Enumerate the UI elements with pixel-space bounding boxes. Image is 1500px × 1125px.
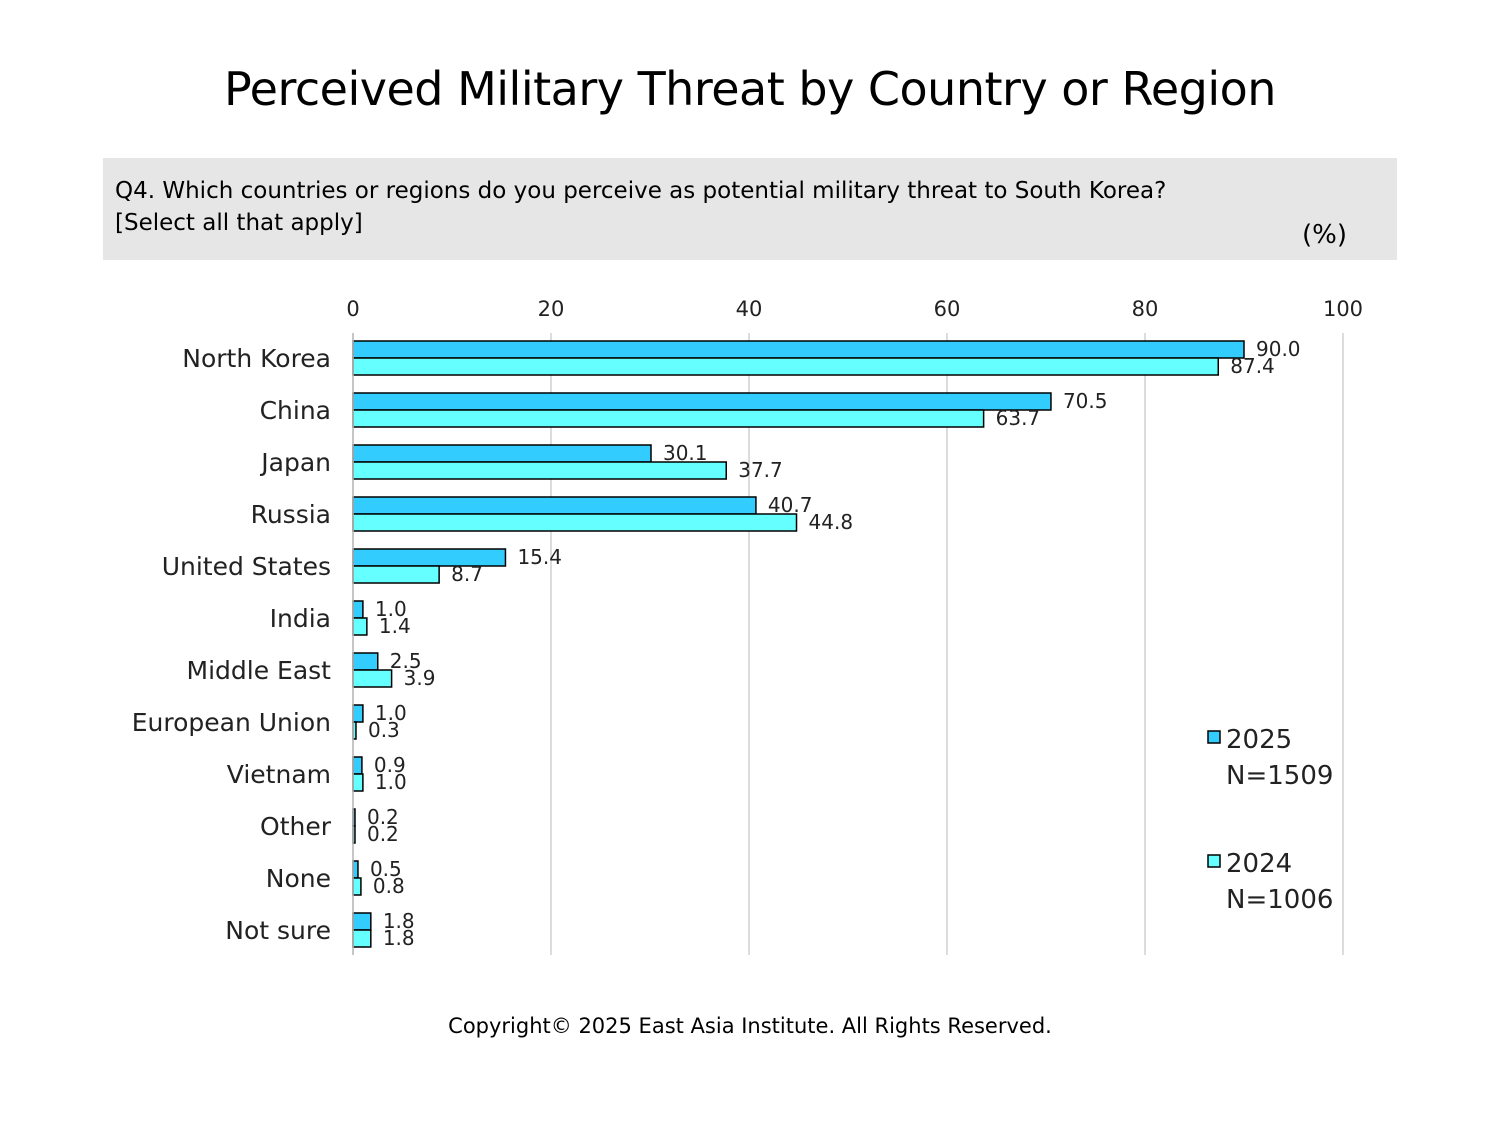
data-label: 1.0 xyxy=(375,701,407,725)
copyright-notice: Copyright© 2025 East Asia Institute. All… xyxy=(448,1014,1052,1038)
bar xyxy=(352,513,798,532)
bar xyxy=(352,652,379,671)
data-label: 63.7 xyxy=(996,406,1041,430)
category-label: India xyxy=(270,604,331,633)
legend-label: 2025 xyxy=(1226,725,1292,755)
bar xyxy=(352,617,368,636)
data-label: 0.2 xyxy=(367,822,399,846)
data-label: 70.5 xyxy=(1063,389,1108,413)
data-label: 1.4 xyxy=(379,614,411,638)
legend-sample: N=1006 xyxy=(1226,885,1333,915)
bar xyxy=(352,912,372,931)
data-label: 2.5 xyxy=(390,649,422,673)
chart-title: Perceived Military Threat by Country or … xyxy=(224,62,1276,116)
data-label: 0.8 xyxy=(373,874,405,898)
bar xyxy=(352,669,393,688)
bar xyxy=(352,877,362,896)
bar xyxy=(352,392,1052,411)
question-instruction: [Select all that apply] xyxy=(115,210,363,236)
bar-chart: 0 20 40 60 80 100 North Korea China Japan Russia U… xyxy=(132,297,1363,955)
bar xyxy=(352,704,364,723)
bar xyxy=(352,496,757,515)
category-label: China xyxy=(260,396,331,425)
data-label: 0.9 xyxy=(374,753,406,777)
data-label: 8.7 xyxy=(451,562,483,586)
data-label: 87.4 xyxy=(1230,354,1275,378)
data-label: 1.8 xyxy=(383,926,415,950)
data-label: 1.8 xyxy=(383,909,415,933)
data-label: 90.0 xyxy=(1256,337,1301,361)
data-label: 0.5 xyxy=(370,857,402,881)
bar xyxy=(352,565,440,584)
category-label: Vietnam xyxy=(227,760,331,789)
bar xyxy=(352,461,727,480)
category-label: European Union xyxy=(132,708,331,737)
legend-swatch xyxy=(1207,730,1221,744)
data-label: 40.7 xyxy=(768,493,813,517)
category-label: Russia xyxy=(251,500,331,529)
data-label: 1.0 xyxy=(375,770,407,794)
x-tick-label: 40 xyxy=(736,297,763,321)
category-label: None xyxy=(266,864,331,893)
bar xyxy=(352,409,985,428)
data-label: 0.3 xyxy=(368,718,400,742)
legend-sample: N=1509 xyxy=(1226,761,1333,791)
category-label: United States xyxy=(162,552,331,581)
category-label: Other xyxy=(260,812,332,841)
x-tick-label: 20 xyxy=(538,297,565,321)
bar xyxy=(352,773,364,792)
bar xyxy=(352,600,364,619)
category-label: Middle East xyxy=(187,656,332,685)
unit-label: (%) xyxy=(1302,220,1347,250)
data-label: 37.7 xyxy=(738,458,783,482)
category-label: North Korea xyxy=(182,344,331,373)
question-text: Q4. Which countries or regions do you pe… xyxy=(115,178,1167,204)
legend-label: 2024 xyxy=(1226,849,1292,879)
data-label: 30.1 xyxy=(663,441,708,465)
bar xyxy=(352,357,1220,376)
bar xyxy=(352,756,363,775)
category-label: Not sure xyxy=(225,916,331,945)
data-label: 3.9 xyxy=(404,666,436,690)
bar xyxy=(352,444,652,463)
data-label: 0.2 xyxy=(367,805,399,829)
x-tick-label: 60 xyxy=(934,297,961,321)
data-label: 44.8 xyxy=(809,510,854,534)
x-tick-label: 80 xyxy=(1132,297,1159,321)
x-tick-label: 100 xyxy=(1323,297,1363,321)
x-tick-label: 0 xyxy=(346,297,359,321)
bar xyxy=(352,340,1245,359)
question-box: Q4. Which countries or regions do you pe… xyxy=(103,158,1397,260)
data-label: 1.0 xyxy=(375,597,407,621)
category-label: Japan xyxy=(259,448,331,477)
legend-swatch xyxy=(1207,854,1221,868)
data-label: 15.4 xyxy=(517,545,562,569)
bar xyxy=(352,929,372,948)
